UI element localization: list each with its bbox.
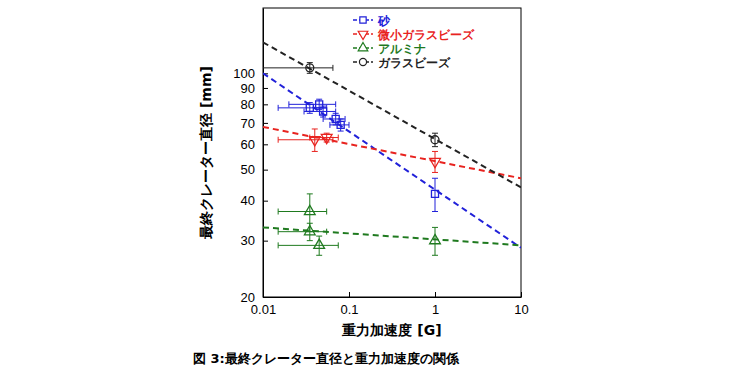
y-tick: 60 xyxy=(241,137,268,152)
y-tick-label: 20 xyxy=(241,290,255,305)
fit-line xyxy=(263,227,521,245)
y-tick-mark xyxy=(263,297,268,298)
data-point xyxy=(314,239,325,248)
y-tick-label: 50 xyxy=(241,162,255,177)
y-error-bar xyxy=(338,119,344,131)
y-tick: 90 xyxy=(241,81,268,96)
y-error-bar xyxy=(432,178,438,211)
legend-marker xyxy=(358,42,368,50)
legend-marker xyxy=(360,17,366,23)
legend-label: アルミナ xyxy=(378,42,426,56)
data-point xyxy=(431,190,438,197)
series xyxy=(263,194,521,255)
series xyxy=(263,73,521,247)
y-tick: 20 xyxy=(241,290,268,305)
x-tick: 1 xyxy=(432,292,439,317)
legend-label: ガラスビーズ xyxy=(378,56,451,70)
y-tick: 40 xyxy=(241,193,268,208)
x-axis: 0.010.1110 xyxy=(251,292,529,317)
plot-frame xyxy=(263,8,521,297)
x-error-bar xyxy=(304,108,336,114)
data-point xyxy=(309,137,320,146)
fit-line xyxy=(263,73,521,247)
data-point xyxy=(320,108,327,115)
y-axis-line xyxy=(263,9,264,298)
y-axis-title: 最終クレーター直径 [mm] xyxy=(198,66,214,240)
y-tick-label: 30 xyxy=(241,233,255,248)
x-error-bar xyxy=(263,65,333,71)
x-error-bar xyxy=(289,101,336,107)
x-error-bar xyxy=(278,209,327,215)
y-error-bar xyxy=(320,106,326,117)
y-axis: 20 30 40 50 60 70 8090100 xyxy=(233,9,268,305)
y-tick-mark xyxy=(263,241,268,242)
x-error-bar xyxy=(278,229,327,235)
fit-line xyxy=(263,42,521,187)
y-error-bar xyxy=(432,151,438,172)
legend-label: 微小ガラスビーズ xyxy=(377,28,475,42)
chart: 0.010.11102030405060708090100重力加速度 [G]最終… xyxy=(0,0,740,383)
x-axis-line xyxy=(264,297,522,298)
y-tick-label: 40 xyxy=(241,193,255,208)
x-tick-label: 1 xyxy=(432,302,439,317)
y-tick-mark xyxy=(263,88,268,89)
chart-title: 図 3:最終クレーター直径と重力加速度の関係 xyxy=(193,351,460,366)
y-error-bar xyxy=(432,227,438,255)
series xyxy=(263,42,521,187)
y-error-bar xyxy=(432,133,438,146)
y-tick-mark xyxy=(263,104,268,105)
y-tick-mark xyxy=(263,170,268,171)
x-axis-title: 重力加速度 [G] xyxy=(341,322,441,338)
y-tick-label: 90 xyxy=(241,81,255,96)
y-tick-label: 60 xyxy=(241,137,255,152)
legend-marker xyxy=(359,58,366,65)
y-tick: 30 xyxy=(241,233,268,248)
y-error-bar xyxy=(312,129,318,151)
y-tick-mark xyxy=(263,144,268,145)
y-tick-label: 80 xyxy=(241,97,255,112)
x-tick: 10 xyxy=(514,292,528,317)
data-point xyxy=(321,134,332,143)
data-point xyxy=(306,64,314,72)
y-tick: 80 xyxy=(241,97,268,112)
x-error-bar xyxy=(330,122,349,128)
x-tick-mark xyxy=(435,292,436,297)
x-error-bar xyxy=(278,242,338,248)
legend-marker xyxy=(358,31,368,39)
data-point xyxy=(337,121,344,128)
x-tick: 0.1 xyxy=(340,292,358,317)
data-point xyxy=(430,158,441,167)
legend: 砂微小ガラスビーズアルミナガラスビーズ xyxy=(353,14,475,70)
plot-marks xyxy=(263,42,521,255)
data-point xyxy=(316,101,323,108)
x-tick-label: 10 xyxy=(514,302,528,317)
legend-label: 砂 xyxy=(377,14,391,28)
data-point xyxy=(430,234,441,243)
y-tick: 70 xyxy=(241,116,268,131)
y-tick: 100 xyxy=(233,66,268,81)
y-error-bar xyxy=(307,63,313,74)
x-tick-mark xyxy=(521,292,522,297)
data-point xyxy=(304,205,315,214)
y-tick-mark xyxy=(263,123,268,124)
y-tick-label: 70 xyxy=(241,116,255,131)
data-point xyxy=(306,104,313,111)
fit-line xyxy=(263,127,521,178)
x-tick-label: 0.1 xyxy=(340,302,358,317)
y-tick-mark xyxy=(263,201,268,202)
series xyxy=(263,127,521,178)
x-tick-mark xyxy=(349,292,350,297)
data-point xyxy=(431,136,439,144)
y-tick-label: 100 xyxy=(233,66,255,81)
data-point xyxy=(304,225,315,234)
y-tick: 50 xyxy=(241,162,268,177)
